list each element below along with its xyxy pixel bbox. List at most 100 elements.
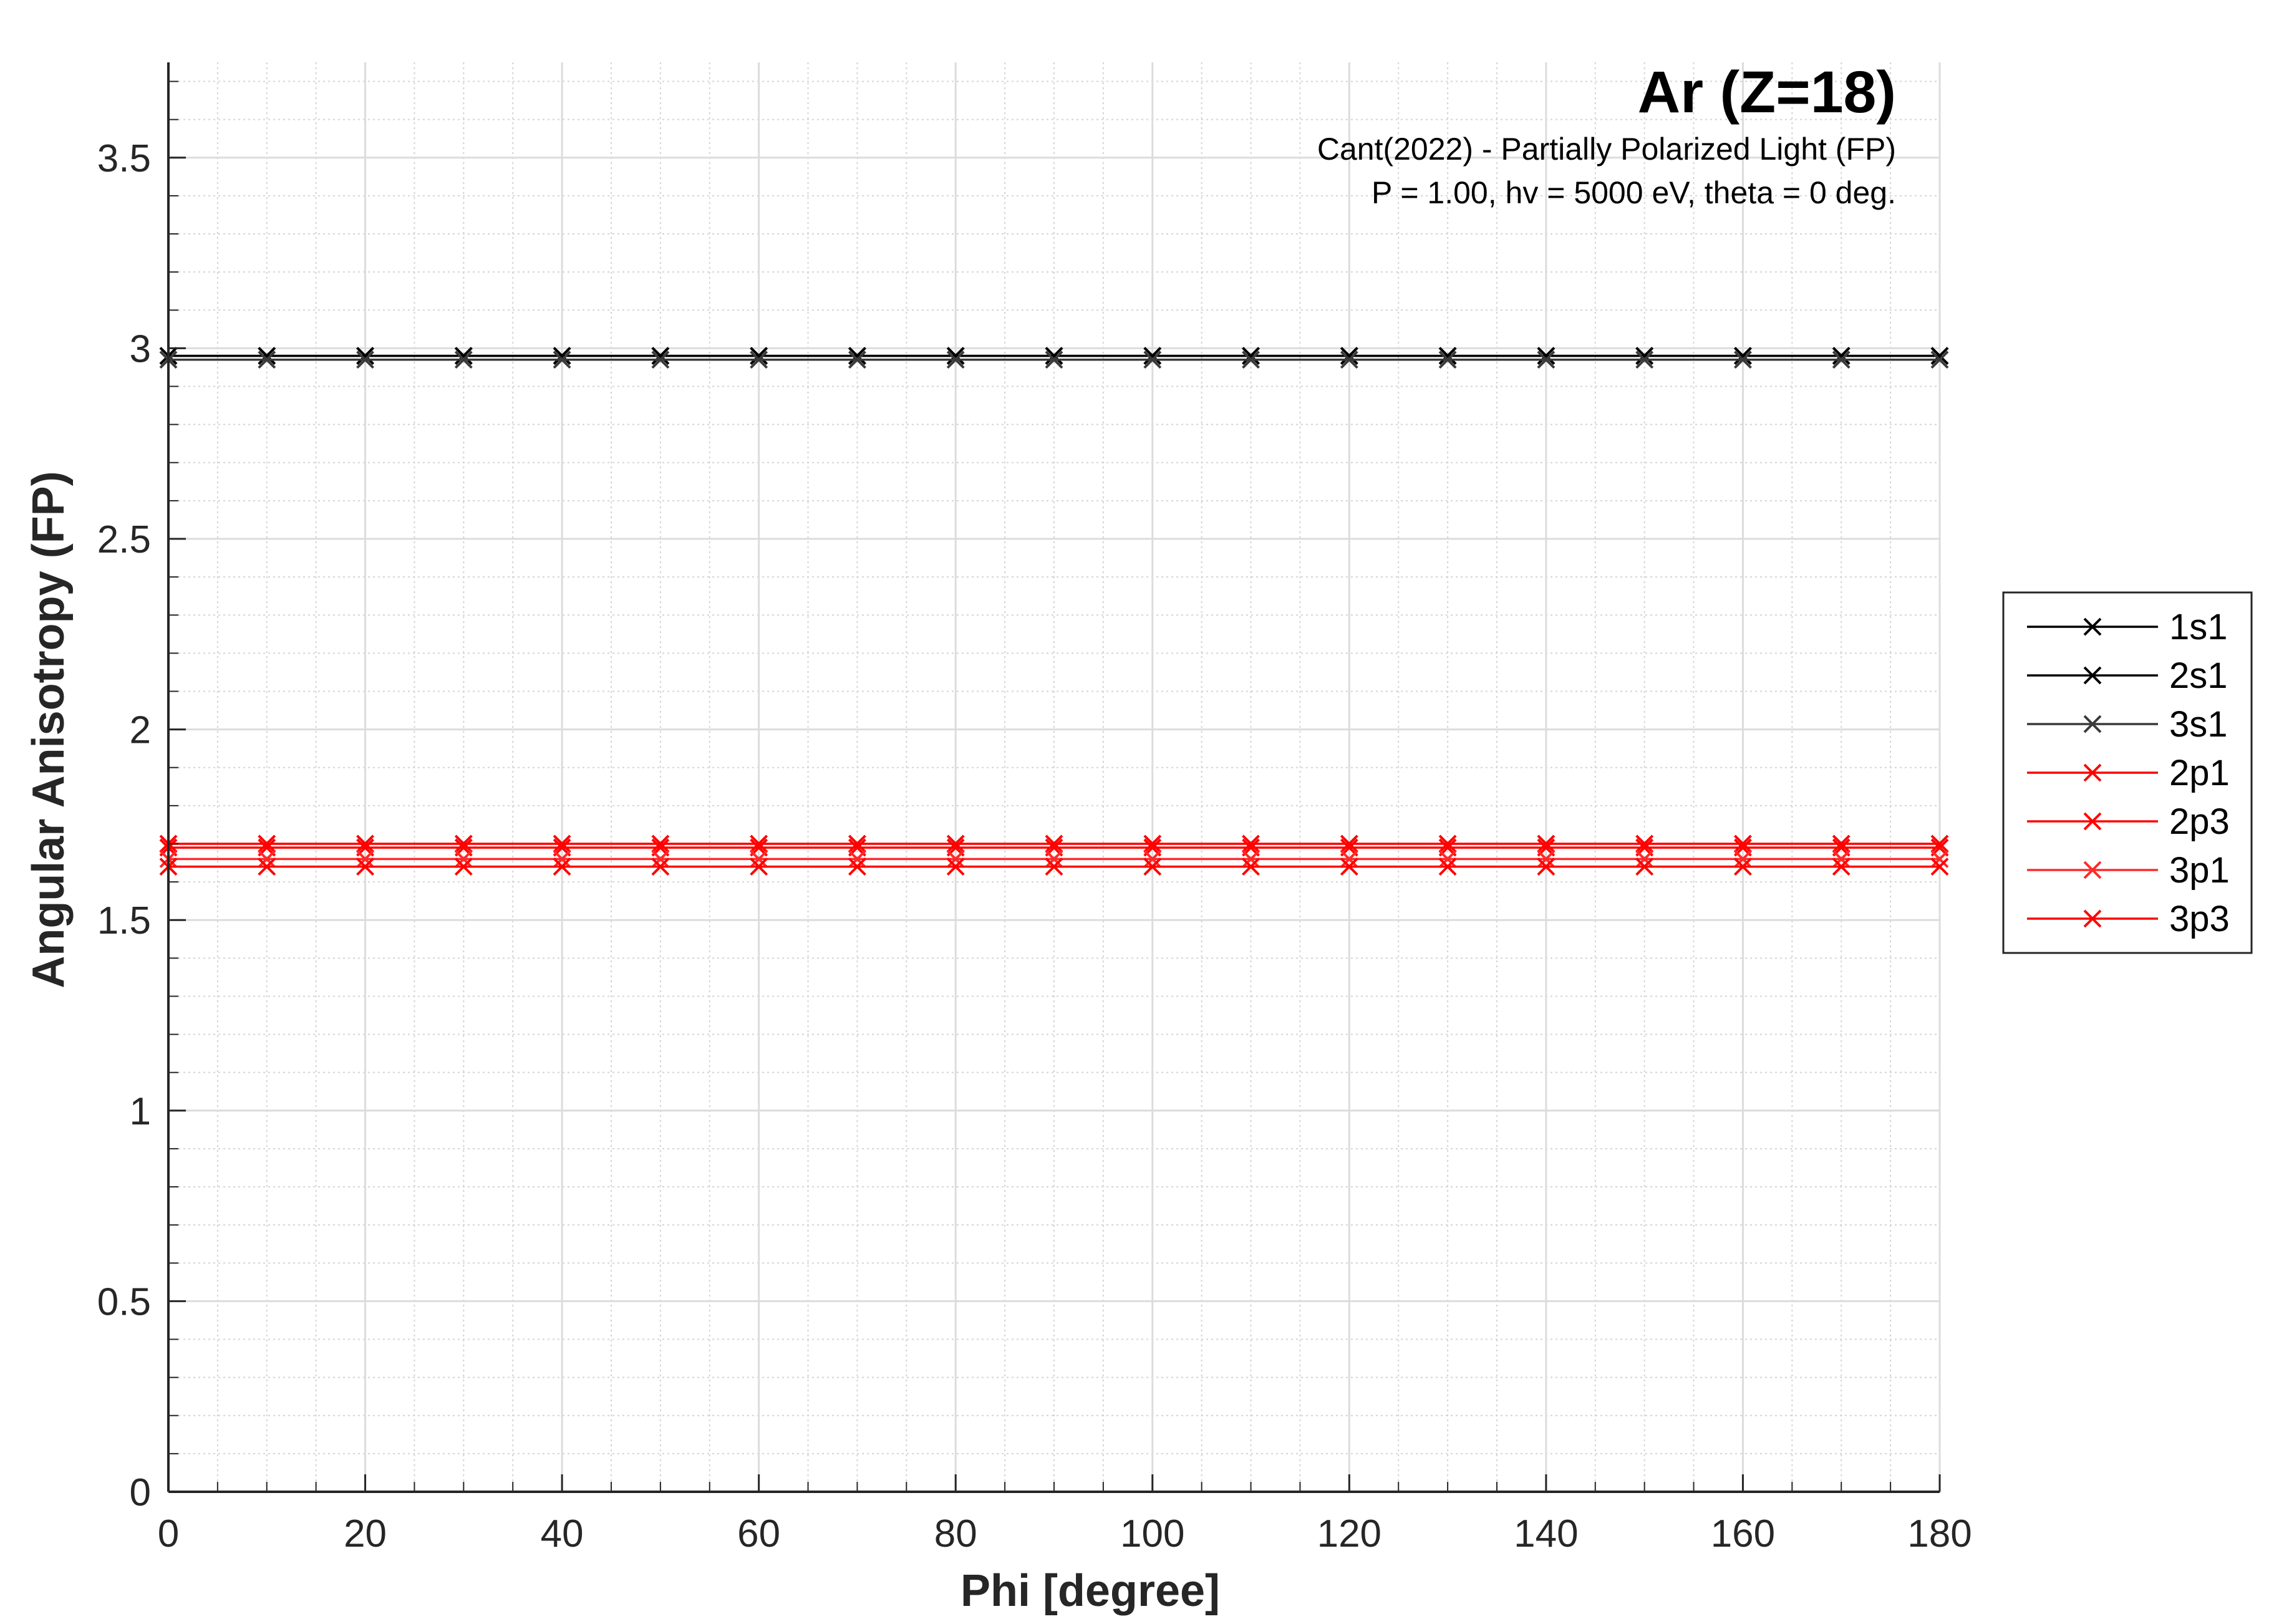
data-point-3p1 <box>1242 849 1260 868</box>
data-point-3p1 <box>1537 849 1556 868</box>
data-point-3s1 <box>946 350 965 369</box>
x-tick-label: 140 <box>1514 1512 1578 1555</box>
data-point-2p1 <box>1537 834 1556 853</box>
legend-marker <box>2083 909 2102 928</box>
data-point-2p1 <box>356 834 374 853</box>
data-point-2s1 <box>848 347 866 365</box>
y-tick-label: 2.5 <box>97 518 151 561</box>
legend-label: 1s1 <box>2169 607 2228 647</box>
data-point-3p3 <box>1242 858 1260 876</box>
data-point-2p1 <box>946 834 965 853</box>
data-point-3p3 <box>1635 858 1654 876</box>
data-point-3s1 <box>1635 350 1654 369</box>
data-point-3p3 <box>1930 858 1949 876</box>
y-tick-label: 0 <box>130 1471 151 1514</box>
data-point-3p3 <box>1045 858 1063 876</box>
x-tick-label: 20 <box>344 1512 387 1555</box>
data-point-3s1 <box>356 350 374 369</box>
data-point-3s1 <box>1930 350 1949 369</box>
legend-label: 3p3 <box>2169 899 2230 939</box>
data-point-3p3 <box>1832 858 1851 876</box>
y-axis-title: Angular Anisotropy (FP) <box>24 471 74 988</box>
legend-item-2p1: 2p1 <box>2027 753 2230 793</box>
data-point-3p1 <box>1340 849 1358 868</box>
chart-title: Ar (Z=18) <box>1638 59 1896 125</box>
data-point-2p1 <box>750 834 768 853</box>
data-point-3p1 <box>1438 849 1457 868</box>
data-point-2s1 <box>553 347 571 365</box>
legend-item-2s1: 2s1 <box>2027 655 2228 696</box>
legend-item-2p3: 2p3 <box>2027 801 2230 842</box>
data-point-2s1 <box>258 347 276 365</box>
y-tick-label: 2 <box>130 709 151 752</box>
data-point-3p3 <box>1340 858 1358 876</box>
data-point-3s1 <box>454 350 473 369</box>
data-point-2p1 <box>1734 834 1752 853</box>
data-point-2p1 <box>1143 834 1162 853</box>
y-tick-label: 3 <box>130 327 151 370</box>
data-point-2p1 <box>651 834 670 853</box>
data-point-2s1 <box>1734 347 1752 365</box>
data-point-3p1 <box>946 849 965 868</box>
data-point-2s1 <box>1242 347 1260 365</box>
legend-item-3s1: 3s1 <box>2027 704 2228 745</box>
legend-label: 2s1 <box>2169 655 2228 696</box>
data-point-3p3 <box>454 858 473 876</box>
data-point-2s1 <box>1930 347 1949 365</box>
data-point-3s1 <box>1045 350 1063 369</box>
series-3p1 <box>159 849 1949 868</box>
data-point-2s1 <box>356 347 374 365</box>
data-point-3p3 <box>946 858 965 876</box>
data-point-3p1 <box>848 849 866 868</box>
data-point-2p1 <box>1930 834 1949 853</box>
data-point-3s1 <box>1143 350 1162 369</box>
data-point-2s1 <box>1438 347 1457 365</box>
series-3s1 <box>159 350 1949 369</box>
legend-marker <box>2083 763 2102 782</box>
data-point-2s1 <box>454 347 473 365</box>
data-point-3p3 <box>356 858 374 876</box>
data-point-3p1 <box>1930 849 1949 868</box>
data-point-2s1 <box>1537 347 1556 365</box>
data-point-3s1 <box>1537 350 1556 369</box>
series-2s1 <box>159 347 1949 365</box>
data-point-3p3 <box>1537 858 1556 876</box>
data-point-3s1 <box>1438 350 1457 369</box>
data-point-3p3 <box>848 858 866 876</box>
x-tick-label: 180 <box>1907 1512 1972 1555</box>
data-point-3s1 <box>553 350 571 369</box>
data-point-2s1 <box>651 347 670 365</box>
y-tick-label: 0.5 <box>97 1280 151 1323</box>
data-point-3p1 <box>651 849 670 868</box>
data-point-2s1 <box>1832 347 1851 365</box>
x-axis-ticks: 0 20 40 60 80 100 120 140 160 180 <box>158 1474 1972 1555</box>
data-point-3p3 <box>651 858 670 876</box>
data-point-3p3 <box>1143 858 1162 876</box>
data-point-3s1 <box>750 350 768 369</box>
data-point-2p1 <box>1045 834 1063 853</box>
y-tick-label: 1 <box>130 1090 151 1133</box>
data-point-3s1 <box>651 350 670 369</box>
y-tick-label: 3.5 <box>97 137 151 180</box>
data-point-2s1 <box>1340 347 1358 365</box>
legend-item-1s1: 1s1 <box>2027 607 2228 647</box>
y-axis-ticks: 0 0.5 1 1.5 2 2.5 3 3.5 <box>97 80 186 1514</box>
data-point-3p1 <box>750 849 768 868</box>
annotation-line-2: P = 1.00, hv = 5000 eV, theta = 0 deg. <box>1372 175 1896 210</box>
x-tick-label: 0 <box>158 1512 179 1555</box>
data-point-2s1 <box>946 347 965 365</box>
legend-label: 3s1 <box>2169 704 2228 745</box>
series-layer <box>159 347 1949 876</box>
data-point-3p1 <box>1734 849 1752 868</box>
data-point-3s1 <box>1242 350 1260 369</box>
data-point-3p1 <box>1143 849 1162 868</box>
data-point-2p1 <box>553 834 571 853</box>
data-point-3p1 <box>1635 849 1654 868</box>
legend-label: 2p1 <box>2169 753 2230 793</box>
legend-marker <box>2083 812 2102 831</box>
data-point-3p1 <box>454 849 473 868</box>
data-point-2p1 <box>1438 834 1457 853</box>
annotation-line-1: Cant(2022) - Partially Polarized Light (… <box>1317 132 1896 167</box>
x-axis-title: Phi [degree] <box>960 1566 1220 1616</box>
